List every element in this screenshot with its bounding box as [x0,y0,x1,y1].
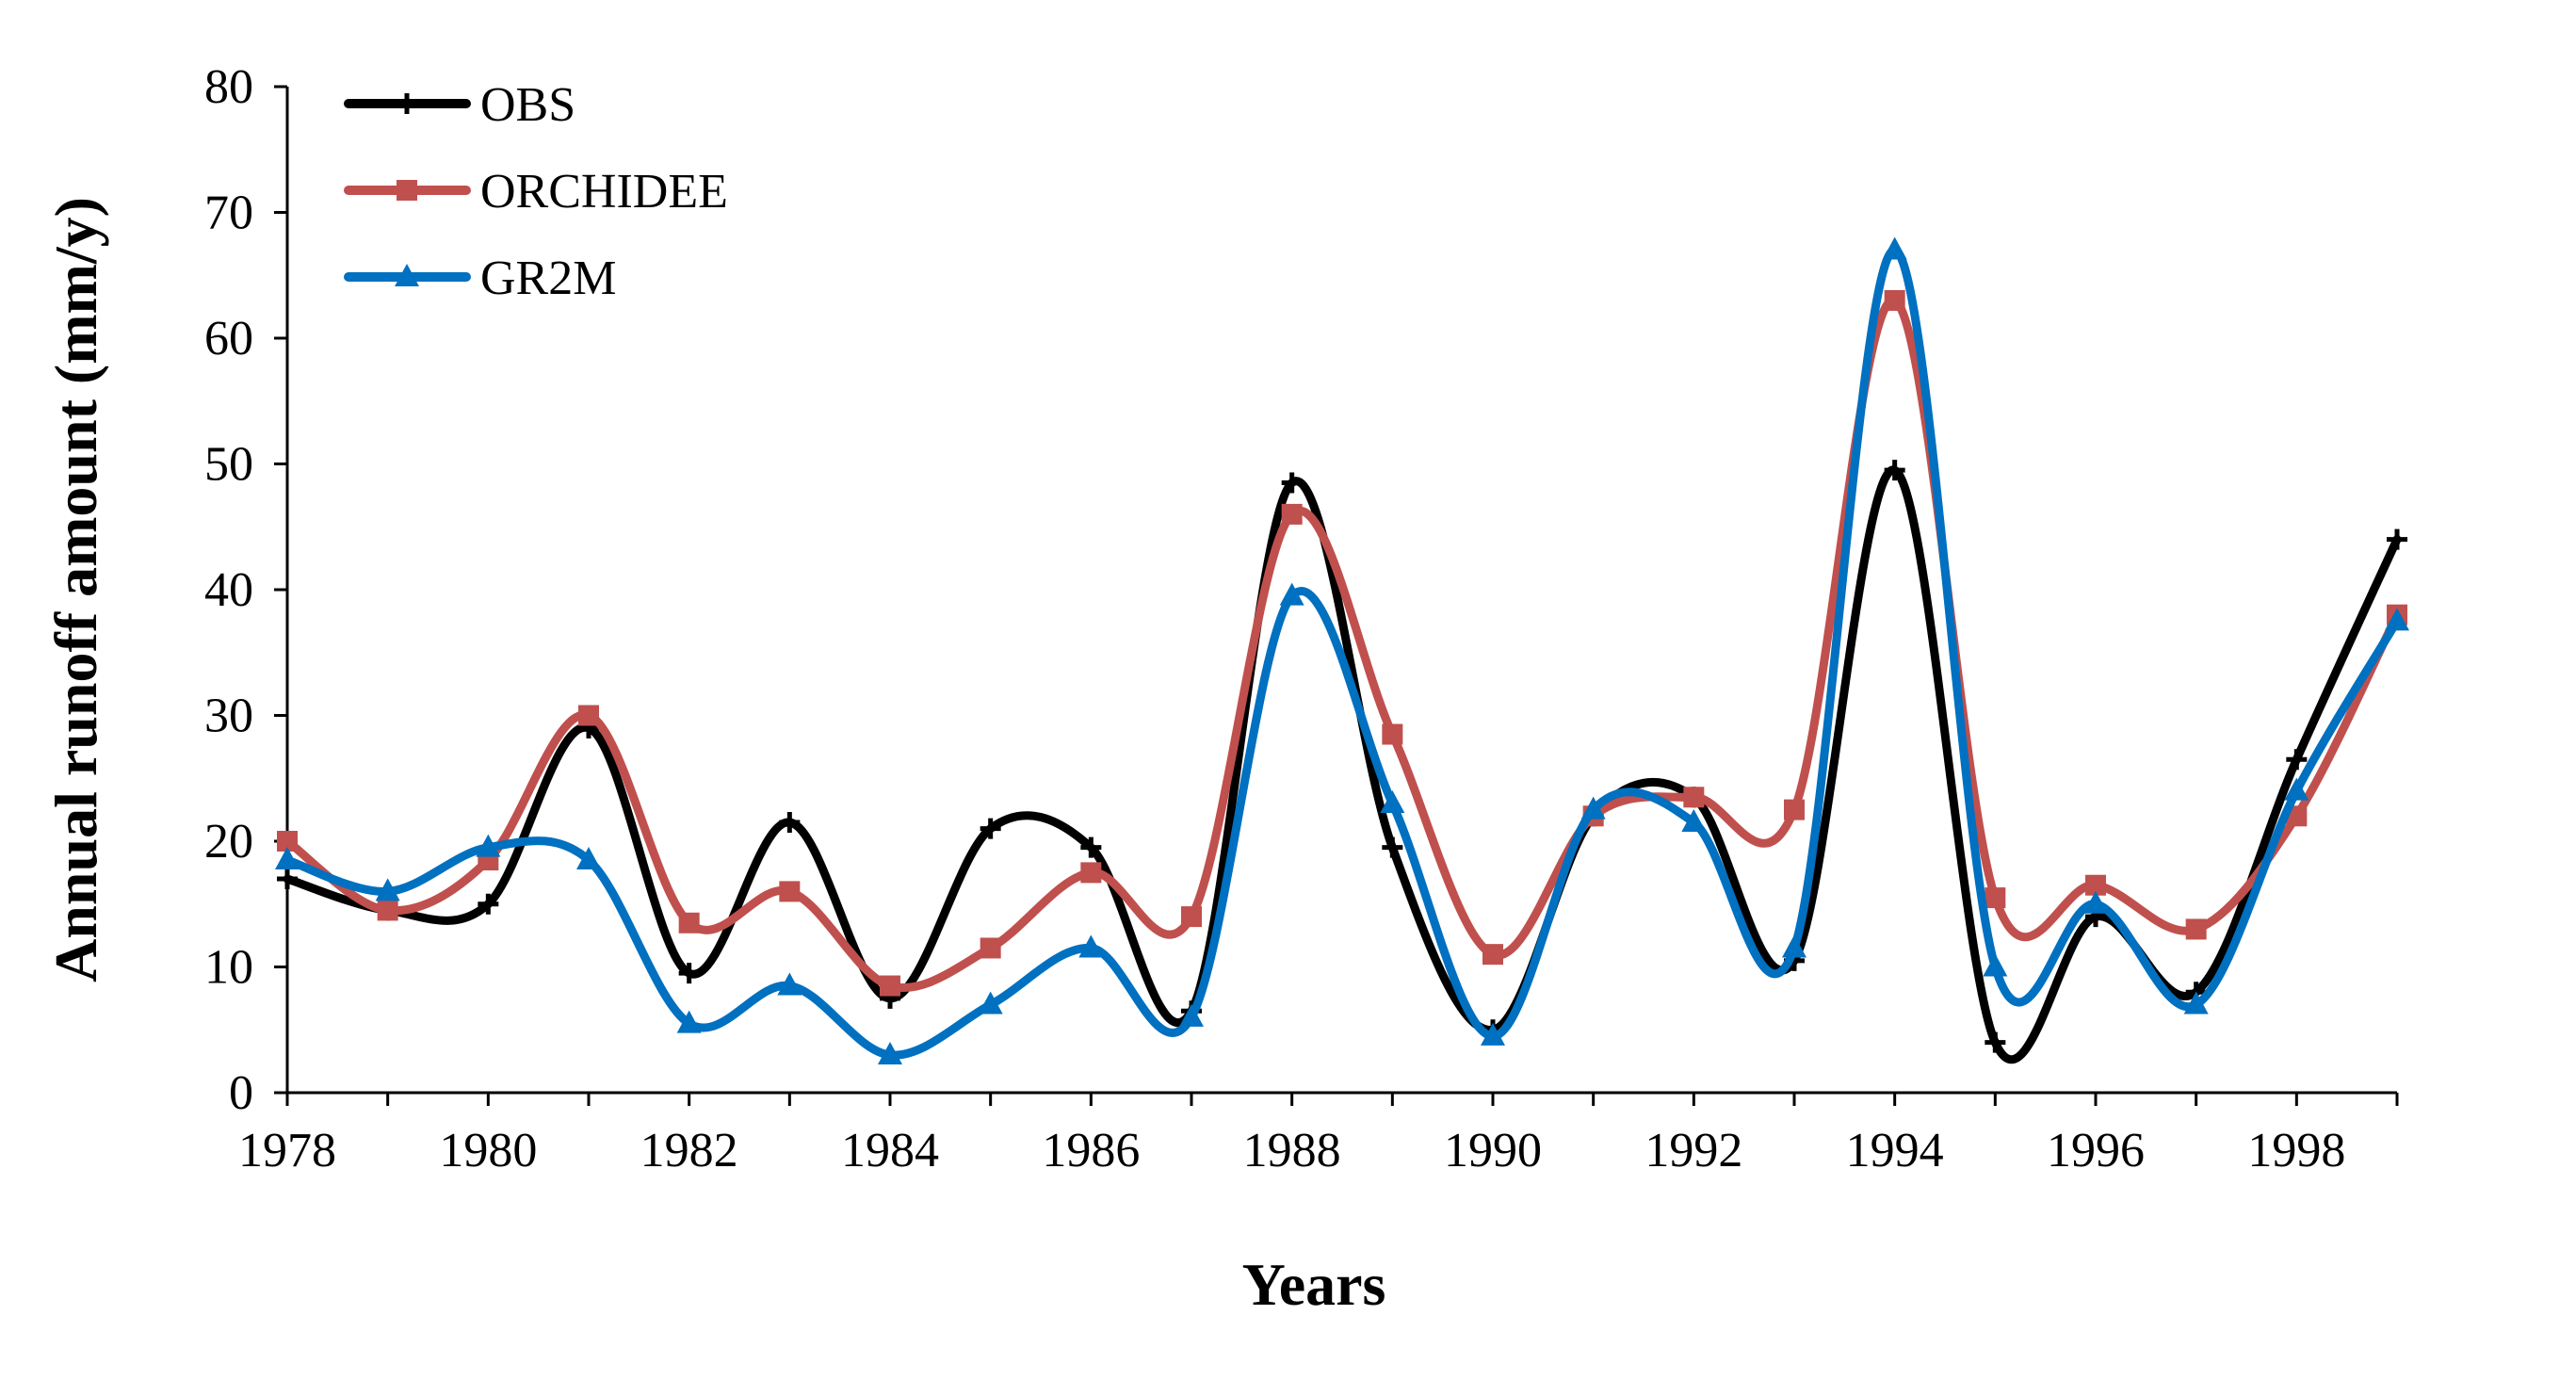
data-point-gr2m [1380,789,1405,813]
data-point-orchidee [277,831,298,852]
series-gr2m [275,236,2409,1064]
series-orchidee [277,289,2407,997]
data-point-obs [980,818,1001,839]
data-point-obs [478,893,499,915]
data-point-gr2m [1681,808,1707,832]
data-point-orchidee [1985,887,2006,909]
data-point-orchidee [1080,862,1102,884]
y-axis-ticks: 0 10 20 30 40 50 60 70 80 [204,60,287,1120]
y-tick-label: 20 [204,815,253,869]
series-line-obs [283,465,2402,1064]
data-point-gr2m [1179,1003,1204,1027]
legend-label-orchidee: ORCHIDEE [480,165,728,219]
legend-item-orchidee: ORCHIDEE [344,165,728,219]
series-group [275,236,2409,1064]
x-tick-label: 1984 [841,1124,939,1177]
data-point-gr2m [275,847,300,870]
x-tick-label: 1998 [2247,1124,2345,1177]
data-point-obs [1884,460,1905,481]
legend-marker-orchidee [397,180,417,201]
legend-label-gr2m: GR2M [480,252,616,305]
data-point-gr2m [1782,934,1806,958]
data-point-orchidee [1382,723,1403,745]
x-tick-label: 1990 [1444,1124,1542,1177]
legend-marker-gr2m [395,264,419,286]
data-point-gr2m [978,991,1003,1015]
data-point-gr2m [1481,1022,1505,1046]
data-point-obs [1382,836,1403,858]
data-point-orchidee [1683,787,1705,808]
y-tick-label: 30 [204,690,253,743]
legend-marker-obs [397,93,417,114]
data-point-gr2m [777,972,802,996]
legend-label-obs: OBS [480,78,575,132]
data-point-obs [779,811,801,833]
y-tick-label: 80 [204,60,253,114]
x-tick-label: 1980 [439,1124,537,1177]
data-point-orchidee [880,975,900,997]
x-tick-label: 1992 [1644,1124,1742,1177]
data-point-orchidee [1181,906,1202,928]
series-line-gr2m [283,246,2402,1060]
data-point-gr2m [1078,934,1104,958]
y-tick-label: 60 [204,312,253,365]
data-point-orchidee [1482,944,1503,966]
data-point-orchidee [779,881,801,902]
data-point-gr2m [878,1041,902,1064]
data-point-obs [678,963,700,984]
data-point-orchidee [980,937,1001,959]
data-point-obs [1080,836,1102,858]
data-point-orchidee [678,912,700,934]
x-tick-label: 1978 [238,1124,336,1177]
data-point-gr2m [375,878,400,901]
data-point-gr2m [2385,608,2409,631]
data-point-gr2m [2284,777,2309,801]
y-axis-title: Annual runoff amount (mm/y) [42,197,109,982]
data-point-gr2m [1882,236,1907,260]
data-point-gr2m [676,1010,702,1033]
data-point-gr2m [1983,953,2008,977]
x-tick-label: 1986 [1042,1124,1140,1177]
data-point-orchidee [1884,289,1905,311]
y-tick-label: 40 [204,563,253,617]
data-point-gr2m [1580,796,1606,820]
legend-item-gr2m: GR2M [344,252,616,305]
legend: OBS ORCHIDEE GR2M [344,78,728,305]
data-point-orchidee [2185,918,2207,940]
data-point-gr2m [2083,890,2108,914]
y-tick-label: 50 [204,438,253,492]
series-obs [277,460,2407,1064]
y-tick-label: 70 [204,187,253,240]
x-tick-label: 1988 [1243,1124,1341,1177]
x-axis-ticks: 1978 1980 1982 1984 1986 1988 1990 1992 1994 1996… [238,1093,2399,1177]
y-tick-label: 0 [229,1066,253,1120]
y-tick-label: 10 [204,941,253,995]
data-point-obs [2286,749,2308,771]
data-point-orchidee [578,705,599,726]
data-point-gr2m [576,847,601,870]
data-point-orchidee [1784,799,1805,820]
legend-item-obs: OBS [344,78,575,132]
data-point-gr2m [2183,991,2209,1015]
x-axis-title: Years [1242,1251,1386,1318]
data-point-orchidee [377,900,398,921]
data-point-obs [1985,1031,2006,1053]
data-point-orchidee [2085,874,2106,896]
x-tick-label: 1982 [640,1124,738,1177]
x-tick-label: 1996 [2047,1124,2145,1177]
data-point-obs [2387,528,2407,550]
data-point-obs [1281,472,1303,494]
data-point-gr2m [1279,582,1304,606]
data-point-orchidee [1281,503,1303,525]
data-point-obs [277,869,298,890]
x-tick-label: 1994 [1846,1124,1944,1177]
data-point-gr2m [476,834,501,857]
